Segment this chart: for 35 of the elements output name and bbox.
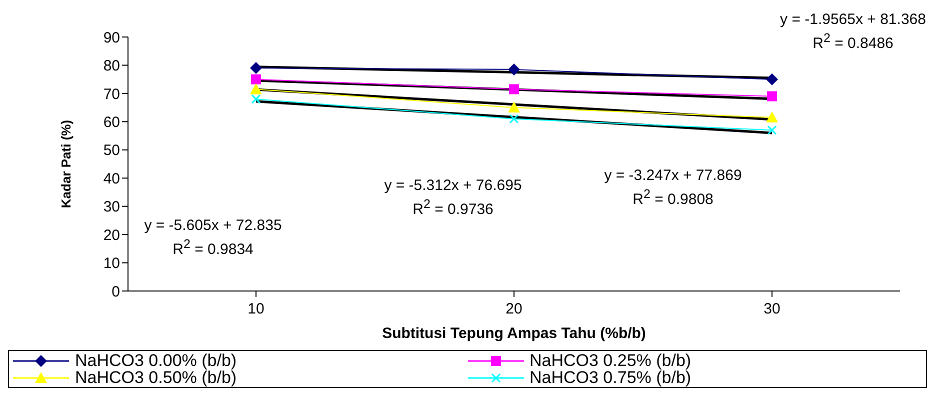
- point: [766, 111, 778, 122]
- annotation: y = -5.605x + 72.835 R$^{2}$ = 0.9834: [144, 216, 282, 259]
- x-tick-label: 20: [506, 300, 522, 318]
- legend-label: NaHCO3 0.00% (b/b): [75, 351, 237, 370]
- y-tick-label: 50: [103, 142, 120, 160]
- annotation: y = -1.9565x + 81.368 R$^{2}$ = 0.8486: [780, 10, 926, 53]
- y-tick-label: 40: [103, 170, 120, 188]
- annotation: y = -3.247x + 77.869 R$^{2}$ = 0.9808: [604, 166, 742, 209]
- point: [766, 73, 778, 86]
- legend-label: NaHCO3 0.50% (b/b): [75, 368, 237, 387]
- y-tick-label: 20: [103, 226, 120, 244]
- x-tick-label: 10: [248, 300, 264, 318]
- point: [250, 83, 262, 94]
- y-tick-label: 70: [103, 86, 120, 103]
- y-axis-title: Kadar Pati (%): [58, 120, 74, 208]
- point: [767, 125, 777, 135]
- point: [251, 94, 261, 104]
- x-tick-label: 30: [764, 300, 780, 318]
- y-tick-label: 10: [103, 255, 120, 272]
- point: [508, 102, 520, 113]
- point: [509, 84, 519, 94]
- y-tick-label: 90: [103, 29, 120, 46]
- point: [251, 74, 261, 84]
- y-tick-label: 30: [103, 198, 120, 216]
- point: [250, 62, 262, 74]
- y-tick-label: 0: [112, 283, 120, 300]
- annotation: y = -5.312x + 76.695 R$^{2}$ = 0.9736: [384, 176, 522, 219]
- point: [508, 63, 520, 76]
- legend-label: NaHCO3 0.25% (b/b): [530, 351, 692, 370]
- y-tick-label: 80: [103, 58, 120, 75]
- point: [509, 114, 519, 124]
- legend-label: NaHCO3 0.75% (b/b): [530, 368, 692, 387]
- y-tick-label: 60: [103, 114, 120, 131]
- point: [767, 91, 777, 102]
- x-axis-title: Subtitusi Tepung Ampas Tahu (%b/b): [382, 325, 646, 342]
